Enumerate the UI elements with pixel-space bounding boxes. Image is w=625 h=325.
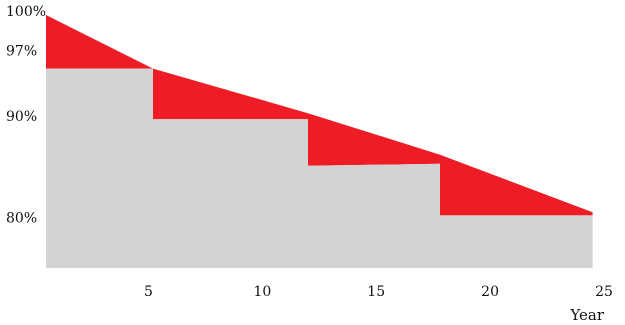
x-tick-label: 10 xyxy=(253,284,271,300)
x-tick-label: 25 xyxy=(595,284,613,300)
x-tick-label: 15 xyxy=(367,284,385,300)
stepped-guarantee-area xyxy=(46,68,593,268)
y-tick-label: 80% xyxy=(6,210,37,226)
chart-areas xyxy=(46,15,593,268)
y-axis-tick-labels: 80% 90% 97% 100% xyxy=(6,4,46,226)
y-tick-label: 90% xyxy=(6,109,37,125)
x-tick-label: 20 xyxy=(481,284,499,300)
y-tick-label: 97% xyxy=(6,43,37,59)
linear-degradation-area xyxy=(46,15,593,216)
x-axis-label: Year xyxy=(569,306,604,324)
x-axis-tick-labels: 5 10 15 20 25 xyxy=(144,284,613,300)
x-tick-label: 5 xyxy=(144,284,153,300)
y-tick-label: 100% xyxy=(6,4,46,20)
